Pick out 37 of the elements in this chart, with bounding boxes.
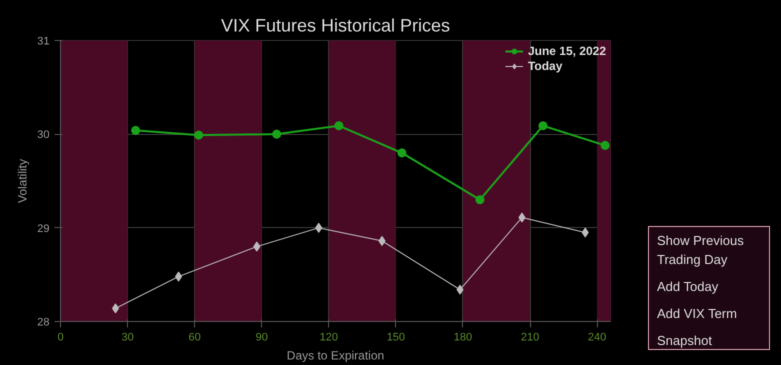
- point: [253, 242, 260, 252]
- point: [378, 236, 386, 246]
- point: [175, 272, 182, 282]
- y-axis-title: Volatility: [15, 158, 30, 204]
- text: Snapshot: [656, 332, 713, 350]
- x-tick-label: 30: [121, 332, 134, 344]
- text: Add Today: [656, 278, 720, 296]
- point: [334, 121, 344, 130]
- x-tick-label: 240: [588, 332, 606, 344]
- point: [600, 140, 610, 150]
- x-tick-label: 120: [320, 332, 338, 344]
- point: [315, 222, 322, 233]
- text: Show Previous Trading Day: [656, 232, 745, 269]
- x-tick-label: 150: [386, 332, 406, 344]
- point: [272, 130, 282, 139]
- y-tick-label: 29: [37, 222, 50, 235]
- x-tick-label: 210: [520, 332, 540, 344]
- x-tick-label: 180: [454, 332, 472, 344]
- point: [397, 148, 406, 158]
- x-tick-label: 60: [188, 332, 201, 344]
- chart-title: VIX Futures Historical Prices: [220, 16, 450, 36]
- point: [538, 121, 548, 130]
- point: [475, 195, 484, 204]
- y-tick-label: 31: [37, 36, 50, 48]
- point: [456, 284, 464, 295]
- legend-label: Today: [528, 59, 562, 73]
- x-tick-label: 90: [256, 332, 268, 344]
- text: Add VIX Term: [656, 305, 738, 323]
- point: [194, 130, 204, 140]
- point: [582, 228, 589, 238]
- point: [131, 126, 140, 135]
- y-tick-label: 30: [37, 129, 50, 142]
- x-tick-label: 0: [57, 332, 64, 344]
- point: [518, 212, 526, 223]
- legend-label: June 15, 2022: [528, 44, 606, 58]
- y-tick-label: 28: [37, 316, 50, 328]
- x-axis-title: Days to Expiration: [286, 348, 384, 362]
